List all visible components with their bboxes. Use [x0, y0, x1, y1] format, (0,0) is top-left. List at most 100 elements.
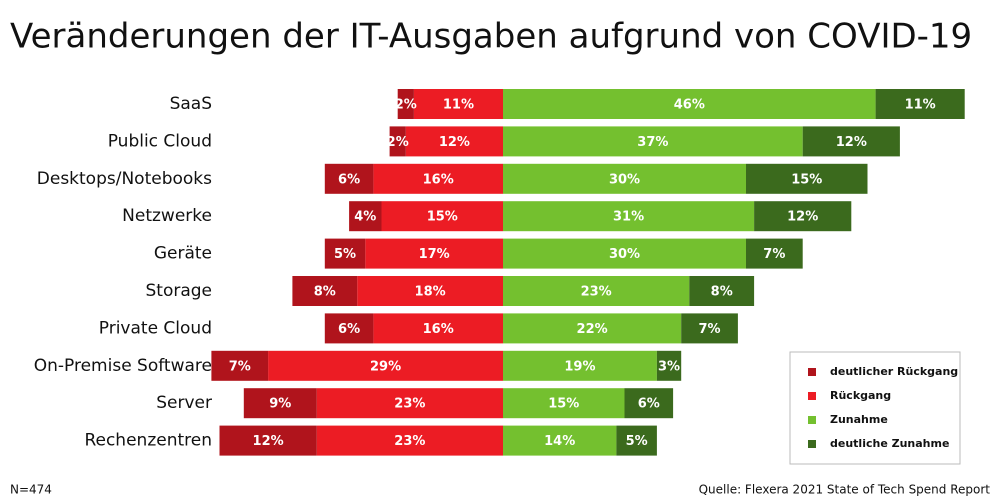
value-label: 3% — [658, 359, 680, 374]
value-label: 23% — [394, 434, 425, 449]
bar-segment — [211, 350, 269, 381]
value-label: 14% — [544, 434, 575, 449]
value-label: 46% — [674, 98, 705, 113]
category-label: On-Premise Software — [34, 356, 212, 376]
category-label: Server — [156, 393, 212, 413]
value-label: 37% — [637, 135, 668, 150]
value-label: 6% — [338, 322, 360, 337]
value-label: 11% — [443, 98, 474, 113]
value-label: 5% — [334, 247, 356, 262]
value-label: 8% — [711, 285, 733, 300]
legend-label: deutlicher Rückgang — [830, 365, 958, 378]
legend-label: Zunahme — [830, 413, 888, 426]
value-label: 30% — [609, 172, 640, 187]
bar-segment — [413, 89, 503, 119]
legend-swatch — [808, 392, 816, 400]
bar-segment — [503, 238, 746, 269]
value-label: 12% — [253, 434, 284, 449]
value-label: 19% — [564, 359, 595, 374]
value-label: 23% — [581, 285, 612, 300]
legend-label: Rückgang — [830, 389, 891, 402]
bar-segment — [503, 126, 803, 157]
bar-segment — [243, 388, 317, 419]
bar-segment — [503, 350, 657, 381]
value-label: 12% — [439, 135, 470, 150]
bar-segment — [397, 89, 414, 119]
value-label: 2% — [387, 135, 409, 150]
bar-segment — [405, 126, 503, 157]
value-label: 7% — [699, 322, 721, 337]
value-label: 16% — [423, 322, 454, 337]
bar-segment — [616, 425, 657, 456]
category-label: Rechenzentren — [84, 431, 212, 451]
category-label: Netzwerke — [122, 206, 212, 226]
chart-title: Veränderungen der IT-Ausgaben aufgrund v… — [10, 17, 972, 57]
value-label: 6% — [638, 397, 660, 412]
bar-segment — [292, 276, 358, 306]
bar-segment — [373, 313, 503, 344]
bar-segment — [357, 276, 503, 306]
value-label: 4% — [354, 210, 376, 225]
category-label: Desktops/Notebooks — [37, 169, 212, 189]
bar-segment — [389, 126, 406, 157]
category-label: Geräte — [154, 244, 212, 264]
legend-box — [789, 351, 961, 465]
source: Quelle: Flexera 2021 State of Tech Spend… — [699, 483, 991, 497]
bar-segment — [656, 350, 682, 381]
value-label: 22% — [577, 322, 608, 337]
value-label: 12% — [787, 210, 818, 225]
value-label: 11% — [905, 98, 936, 113]
bar-segment — [349, 201, 382, 232]
value-label: 18% — [415, 285, 446, 300]
value-label: 17% — [419, 247, 450, 262]
value-label: 16% — [423, 172, 454, 187]
bar-segment — [503, 163, 746, 194]
bar-segment — [681, 313, 738, 344]
value-label: 15% — [791, 172, 822, 187]
bar-segment — [316, 388, 503, 419]
value-label: 5% — [626, 434, 648, 449]
bar-segment — [324, 313, 374, 344]
value-label: 31% — [613, 210, 644, 225]
bar-segment — [746, 163, 868, 194]
bar-segment — [316, 425, 503, 456]
value-label: 15% — [548, 397, 579, 412]
bar-segment — [219, 425, 317, 456]
bar-segment — [754, 201, 852, 232]
legend-swatch — [808, 416, 816, 424]
value-label: 15% — [427, 210, 458, 225]
value-label: 9% — [269, 397, 291, 412]
category-label: SaaS — [170, 94, 212, 114]
bar-segment — [802, 126, 900, 157]
value-label: 8% — [314, 285, 336, 300]
bar-segment — [624, 388, 674, 419]
bar-segment — [503, 425, 617, 456]
bar-segment — [503, 276, 690, 306]
bar-segment — [381, 201, 503, 232]
note: N=474 — [10, 483, 52, 497]
bar-segment — [689, 276, 755, 306]
value-label: 6% — [338, 172, 360, 187]
value-label: 29% — [370, 359, 401, 374]
bar-segment — [503, 388, 625, 419]
bar-segment — [268, 350, 503, 381]
value-label: 7% — [229, 359, 251, 374]
bar-segment — [324, 238, 366, 269]
bar-segment — [746, 238, 803, 269]
bar-segment — [875, 89, 965, 119]
bar-segment — [503, 313, 682, 344]
bar-segment — [503, 89, 876, 119]
bar-segment — [503, 201, 755, 232]
category-label: Storage — [145, 281, 212, 301]
legend-label: deutliche Zunahme — [830, 437, 949, 450]
bar-segment — [373, 163, 503, 194]
value-label: 7% — [763, 247, 785, 262]
value-label: 23% — [394, 397, 425, 412]
category-label: Public Cloud — [108, 131, 212, 151]
value-label: 2% — [395, 98, 417, 113]
category-label: Private Cloud — [99, 318, 212, 338]
bar-segment — [324, 163, 374, 194]
legend-swatch — [808, 440, 816, 448]
value-label: 30% — [609, 247, 640, 262]
